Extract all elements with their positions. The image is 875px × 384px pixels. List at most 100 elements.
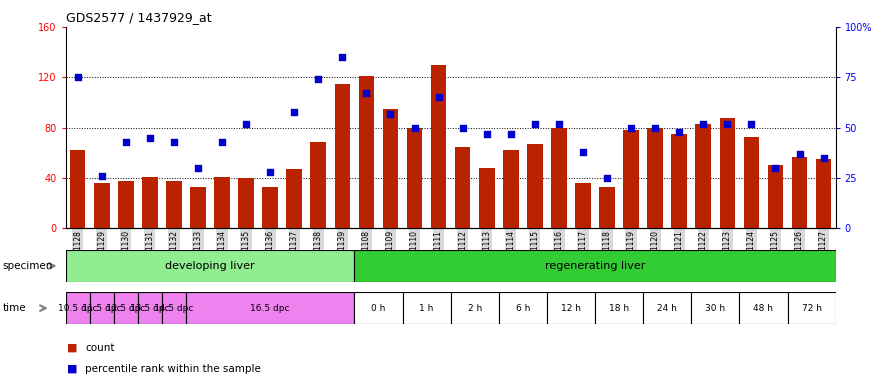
Point [263, 169, 277, 175]
Bar [788, 292, 836, 324]
Text: ■: ■ [67, 364, 78, 374]
Bar [334, 84, 350, 228]
Point [239, 121, 253, 127]
Bar [162, 292, 186, 324]
Bar [479, 168, 494, 228]
Bar [311, 142, 326, 228]
Bar [547, 292, 595, 324]
Point [456, 124, 470, 131]
Bar [90, 292, 114, 324]
Bar [118, 180, 134, 228]
Bar [66, 250, 354, 282]
Bar [816, 159, 831, 228]
Point [335, 54, 349, 60]
Bar [792, 157, 808, 228]
Bar [114, 292, 138, 324]
Text: 2 h: 2 h [467, 304, 482, 313]
Point [119, 139, 133, 145]
Bar [138, 292, 162, 324]
Text: ■: ■ [67, 343, 78, 353]
Text: 16.5 dpc: 16.5 dpc [250, 304, 290, 313]
Point [720, 121, 734, 127]
Point [504, 131, 518, 137]
Bar [719, 118, 735, 228]
Bar [744, 136, 760, 228]
Bar [595, 292, 643, 324]
Bar [238, 178, 254, 228]
Bar [430, 65, 446, 228]
Text: regenerating liver: regenerating liver [545, 261, 645, 271]
Bar [551, 127, 567, 228]
Text: 12.5 dpc: 12.5 dpc [106, 304, 145, 313]
Bar [575, 183, 591, 228]
Point [312, 76, 326, 83]
Point [793, 151, 807, 157]
Bar [527, 144, 542, 228]
Point [528, 121, 542, 127]
Text: 6 h: 6 h [515, 304, 530, 313]
Bar [382, 109, 398, 228]
Point [94, 173, 108, 179]
Text: time: time [3, 303, 26, 313]
Bar [503, 151, 519, 228]
Text: 72 h: 72 h [802, 304, 822, 313]
Bar [214, 177, 230, 228]
Point [480, 131, 494, 137]
Bar [354, 250, 836, 282]
Point [143, 135, 157, 141]
Text: 48 h: 48 h [753, 304, 774, 313]
Text: 13.5 dpc: 13.5 dpc [130, 304, 170, 313]
Point [672, 129, 686, 135]
Point [167, 139, 181, 145]
Bar [767, 166, 783, 228]
Bar [70, 151, 86, 228]
Bar [359, 76, 374, 228]
Text: 18 h: 18 h [609, 304, 629, 313]
Text: 0 h: 0 h [371, 304, 386, 313]
Text: specimen: specimen [3, 261, 53, 271]
Point [431, 94, 445, 101]
Bar [648, 127, 663, 228]
Text: 30 h: 30 h [705, 304, 725, 313]
Point [768, 165, 782, 171]
Bar [671, 134, 687, 228]
Text: 24 h: 24 h [657, 304, 677, 313]
Bar [623, 130, 639, 228]
Point [408, 124, 422, 131]
Bar [402, 292, 451, 324]
Point [191, 165, 205, 171]
Bar [455, 147, 471, 228]
Text: 14.5 dpc: 14.5 dpc [154, 304, 193, 313]
Text: 12 h: 12 h [561, 304, 581, 313]
Bar [407, 127, 423, 228]
Bar [691, 292, 739, 324]
Bar [186, 292, 354, 324]
Text: percentile rank within the sample: percentile rank within the sample [85, 364, 261, 374]
Point [287, 109, 301, 115]
Point [552, 121, 566, 127]
Bar [262, 187, 278, 228]
Bar [499, 292, 547, 324]
Point [696, 121, 710, 127]
Point [745, 121, 759, 127]
Bar [451, 292, 499, 324]
Bar [696, 124, 711, 228]
Bar [354, 292, 402, 324]
Point [360, 90, 374, 96]
Bar [190, 187, 206, 228]
Text: 11.5 dpc: 11.5 dpc [82, 304, 122, 313]
Text: GDS2577 / 1437929_at: GDS2577 / 1437929_at [66, 12, 211, 25]
Bar [739, 292, 788, 324]
Bar [166, 180, 182, 228]
Bar [643, 292, 691, 324]
Point [624, 124, 638, 131]
Point [215, 139, 229, 145]
Point [383, 111, 397, 117]
Bar [599, 187, 615, 228]
Bar [94, 183, 109, 228]
Text: 10.5 dpc: 10.5 dpc [58, 304, 97, 313]
Text: count: count [85, 343, 115, 353]
Bar [142, 177, 158, 228]
Point [576, 149, 590, 155]
Point [71, 74, 85, 80]
